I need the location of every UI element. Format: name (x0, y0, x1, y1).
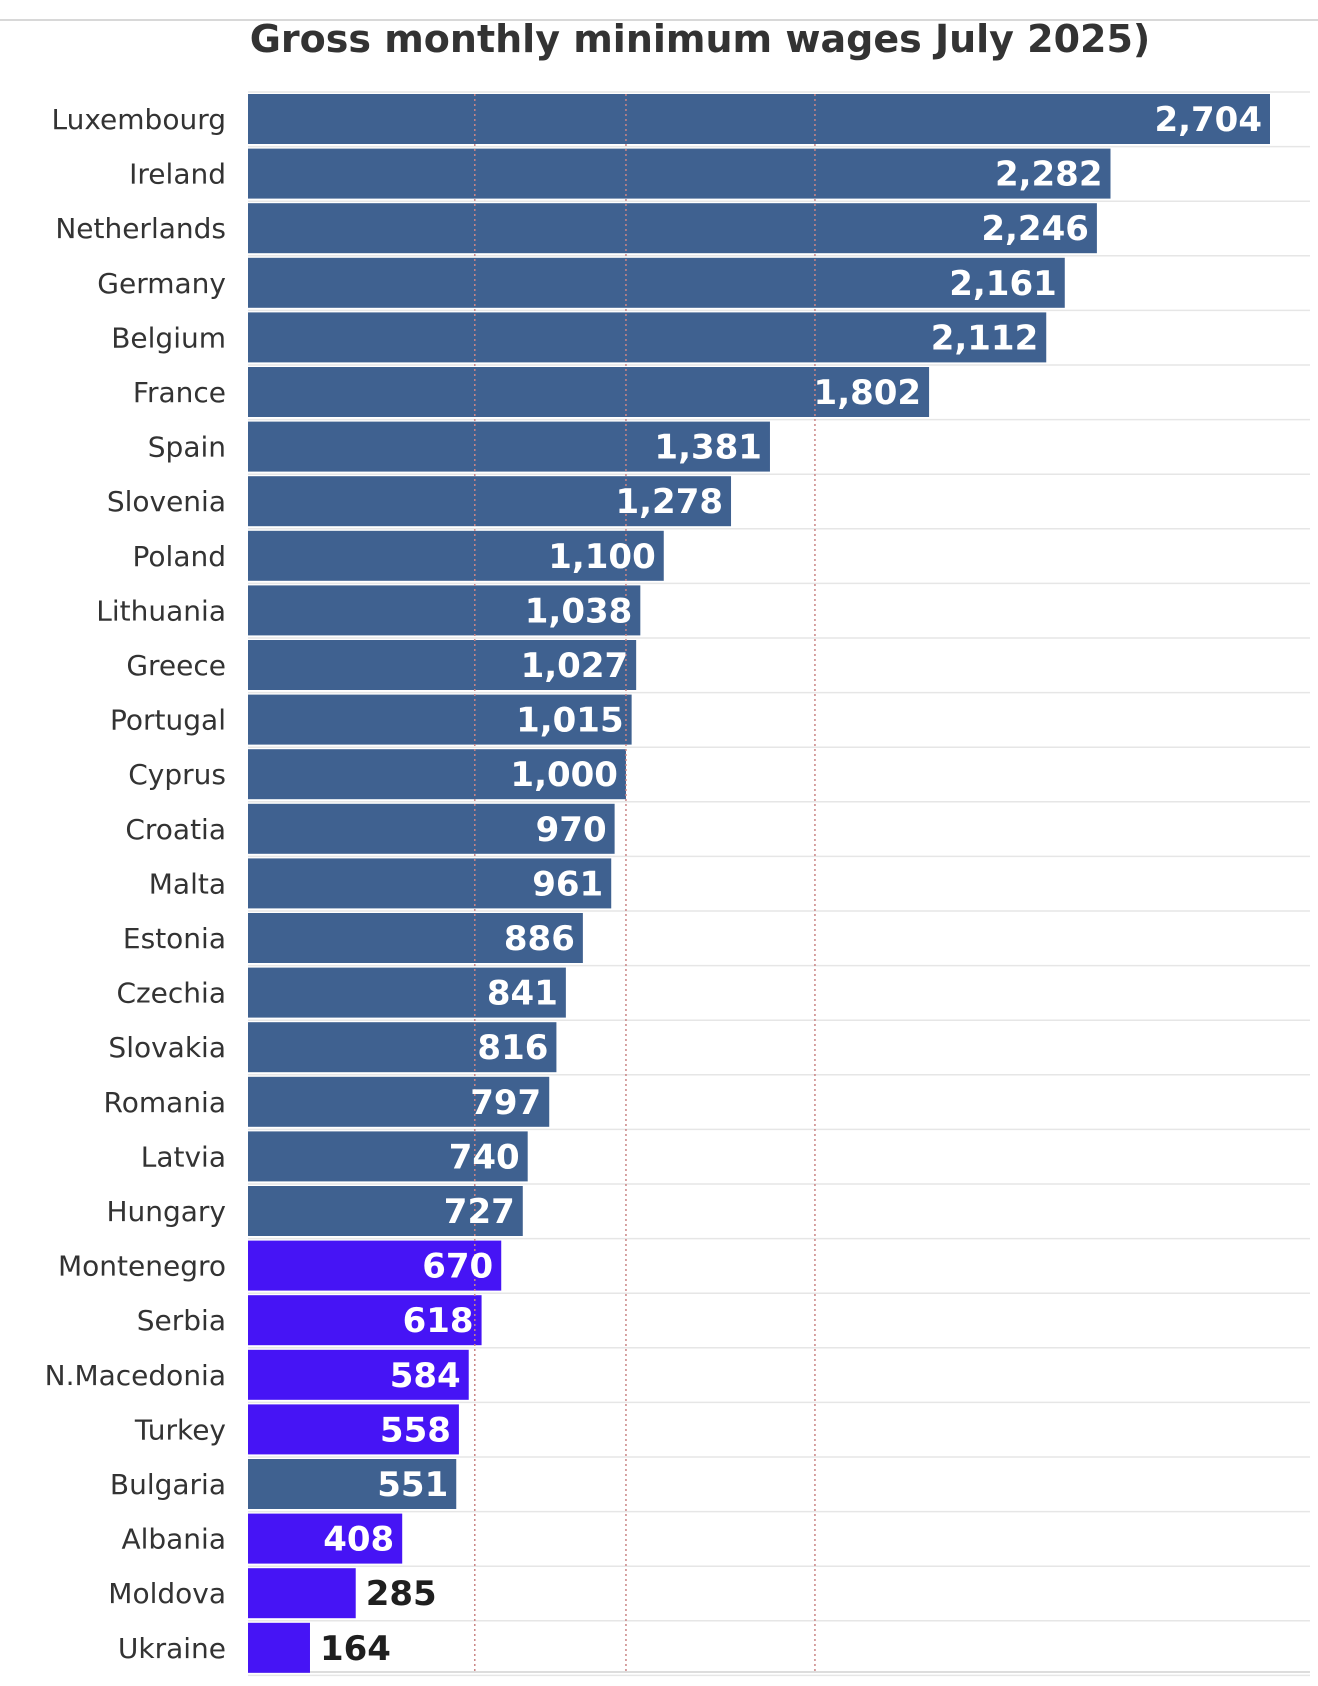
bar-czechia (248, 967, 566, 1018)
value-label: 1,278 (615, 482, 723, 522)
value-label: 2,246 (981, 209, 1089, 249)
value-label: 797 (470, 1083, 541, 1123)
category-label: Poland (133, 540, 226, 573)
bar-spain (248, 421, 770, 472)
bar-slovakia (248, 1022, 557, 1073)
category-label: Belgium (111, 321, 226, 354)
value-label: 618 (403, 1301, 474, 1341)
value-label: 670 (422, 1247, 493, 1287)
bar-netherlands (248, 203, 1097, 254)
category-label: Slovenia (107, 485, 226, 518)
category-label: Montenegro (58, 1250, 226, 1283)
value-label: 285 (366, 1574, 437, 1614)
value-label: 1,381 (654, 428, 762, 468)
value-label: 2,282 (995, 155, 1103, 195)
category-label: Portugal (110, 704, 226, 737)
value-label: 961 (532, 864, 603, 904)
bar-germany (248, 257, 1065, 308)
value-label: 551 (377, 1465, 448, 1505)
bar-montenegro (248, 1240, 502, 1291)
value-label: 1,015 (516, 701, 624, 741)
category-label: Malta (149, 867, 226, 900)
bar-hungary (248, 1186, 523, 1236)
value-label: 841 (487, 974, 558, 1014)
reference-lines (474, 94, 816, 1672)
category-label: Turkey (134, 1413, 226, 1446)
bar-cyprus (248, 749, 626, 800)
value-label: 558 (380, 1410, 451, 1450)
category-label: Croatia (125, 813, 226, 846)
value-label: 1,100 (548, 537, 656, 577)
category-label: Albania (121, 1523, 226, 1556)
category-label: Latvia (141, 1140, 226, 1173)
value-label: 584 (390, 1356, 461, 1396)
value-label: 727 (444, 1192, 515, 1232)
value-label: 886 (504, 919, 575, 959)
value-label: 1,000 (510, 755, 618, 795)
category-label: Ukraine (118, 1632, 226, 1665)
category-label: Luxembourg (51, 103, 226, 136)
category-label: Czechia (116, 977, 226, 1010)
bar-portugal (248, 694, 632, 745)
bar-malta (248, 858, 612, 909)
grid-lines (248, 91, 1310, 1677)
category-label: Serbia (137, 1304, 226, 1337)
value-label: 1,038 (525, 591, 633, 631)
bars (248, 94, 1270, 1673)
category-label: Moldova (108, 1577, 226, 1610)
value-label: 1,802 (814, 373, 922, 413)
category-label: Hungary (106, 1195, 226, 1228)
value-label: 1,027 (521, 646, 629, 686)
bar-n-macedonia (248, 1349, 469, 1400)
value-label: 164 (320, 1629, 391, 1669)
category-label: Cyprus (128, 758, 226, 791)
category-label: Ireland (129, 158, 226, 191)
bar-turkey (248, 1404, 459, 1455)
bar-moldova (248, 1568, 356, 1619)
bar-latvia (248, 1131, 528, 1182)
bar-belgium (248, 312, 1047, 363)
bar-bulgaria (248, 1459, 457, 1509)
bar-greece (248, 640, 637, 690)
category-label: Germany (97, 267, 226, 300)
category-label: Lithuania (96, 594, 226, 627)
value-label: 2,161 (949, 264, 1057, 304)
value-label: 2,704 (1154, 100, 1262, 140)
value-label: 2,112 (931, 318, 1039, 358)
category-labels: Luxembourg Ireland Netherlands Germany Belgi… (45, 103, 226, 1665)
category-label: Bulgaria (110, 1468, 226, 1501)
category-label: Netherlands (55, 212, 226, 245)
category-label: Spain (148, 431, 226, 464)
category-label: France (133, 376, 226, 409)
bar-estonia (248, 913, 583, 963)
bar-slovenia (248, 476, 732, 527)
bar-ireland (248, 148, 1111, 199)
bar-luxembourg (248, 94, 1270, 144)
bar-poland (248, 530, 664, 581)
bar-romania (248, 1076, 550, 1127)
category-label: Romania (104, 1086, 226, 1119)
bar-albania (248, 1513, 403, 1564)
value-label: 816 (477, 1028, 548, 1068)
bar-lithuania (248, 585, 641, 636)
bar-ukraine (248, 1622, 310, 1673)
value-label: 740 (449, 1137, 520, 1177)
category-label: Estonia (123, 922, 226, 955)
category-label: Slovakia (108, 1031, 226, 1064)
category-label: N.Macedonia (45, 1359, 226, 1392)
chart-title: Gross monthly minimum wages July 2025) (250, 17, 1151, 61)
value-label: 408 (323, 1520, 394, 1560)
value-label: 970 (536, 810, 607, 850)
bar-serbia (248, 1295, 482, 1346)
category-label: Greece (126, 649, 226, 682)
bar-croatia (248, 803, 615, 854)
